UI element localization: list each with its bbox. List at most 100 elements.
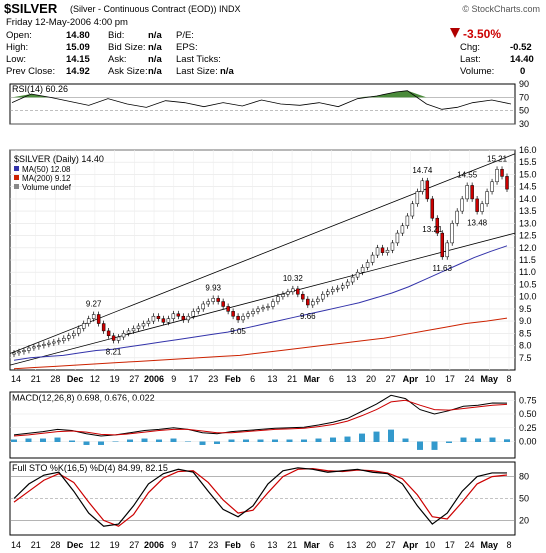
sto-x-tick-label: 13 [346, 540, 356, 550]
legend-swatch [14, 184, 19, 189]
price-tick-label: 14.0 [519, 194, 537, 204]
sto-tick-label: 80 [519, 472, 529, 482]
price-x-tick-label: 12 [90, 374, 100, 384]
sto-x-tick-label: 17 [188, 540, 198, 550]
macd-tick-label: 0.75 [519, 395, 537, 405]
sto-x-tick-label: 14 [11, 540, 21, 550]
price-tick-label: 11.0 [519, 267, 536, 277]
price-annotation: 8.21 [106, 347, 122, 356]
candle-body [186, 315, 191, 321]
sto-x-tick-label: 27 [129, 540, 139, 550]
macd-histogram-bar [315, 438, 322, 442]
candle-body [385, 249, 390, 253]
legend-swatch [14, 175, 19, 180]
candle-body [495, 169, 499, 183]
candle-body [311, 301, 315, 306]
ma50-line [13, 245, 508, 361]
candle-body [251, 311, 255, 315]
symbol-description: (Silver - Continuous Contract (EOD)) IND… [70, 4, 241, 14]
macd-histogram-bar [504, 439, 510, 442]
legend-entry: Volume undef [22, 183, 72, 192]
macd-histogram-bar [301, 439, 307, 442]
candle-body [67, 335, 71, 339]
candle-body [405, 215, 410, 227]
macd-histogram-bar [388, 429, 394, 442]
price-x-tick-label: Mar [304, 374, 321, 384]
rsi-tick-label: 70 [519, 92, 529, 102]
sto-x-tick-label: May [481, 540, 499, 550]
macd-histogram-bar [489, 437, 496, 442]
sto-x-tick-label: 21 [287, 540, 297, 550]
macd-histogram-bar [228, 439, 235, 442]
macd-histogram-bar [330, 437, 336, 442]
rsi-title: RSI(14) 60.26 [12, 84, 68, 94]
macd-histogram-bar [214, 441, 220, 444]
price-x-tick-label: 8 [506, 374, 511, 384]
candle-body [231, 311, 235, 317]
price-x-tick-label: 14 [11, 374, 21, 384]
macd-histogram-bar [199, 441, 206, 445]
sto-x-tick-label: 21 [31, 540, 41, 550]
price-x-tick-label: 27 [129, 374, 139, 384]
candle-body [410, 203, 415, 217]
candle-body [72, 333, 76, 337]
price-annotation: 13.21 [422, 225, 443, 234]
candle-body [166, 318, 171, 323]
bid-size-label: Bid Size: [108, 42, 146, 53]
candle-body [425, 180, 430, 200]
macd-signal-line [13, 399, 508, 437]
price-x-tick-label: 17 [445, 374, 455, 384]
candle-body [171, 313, 176, 319]
macd-histogram-bar [373, 431, 380, 442]
candle-body [121, 333, 126, 338]
sto-x-tick-label: 2006 [144, 540, 164, 550]
price-tick-label: 10.5 [519, 279, 537, 289]
candle-body [151, 315, 156, 322]
candle-body [355, 271, 360, 278]
price-x-tick-label: 9 [171, 374, 176, 384]
candle-body [465, 185, 469, 200]
high-label: High: [6, 42, 29, 53]
macd-histogram-bar [69, 440, 75, 442]
price-tick-label: 13.5 [519, 206, 537, 216]
candle-body [196, 308, 200, 312]
candle-body [32, 346, 36, 349]
sto-x-tick-label: 10 [425, 540, 435, 550]
price-x-tick-label: 28 [50, 374, 60, 384]
price-tick-label: 12.0 [519, 243, 537, 253]
candle-body [276, 296, 280, 302]
candle-body [246, 313, 250, 317]
ma200-line [13, 317, 508, 370]
ask-size-value: n/a [148, 66, 162, 77]
change-value: -0.52 [510, 42, 532, 53]
price-tick-label: 8.5 [519, 328, 532, 338]
candle-body [350, 276, 355, 283]
macd-histogram-bar [185, 441, 191, 442]
price-annotation: 14.74 [412, 166, 433, 175]
candle-body [42, 344, 46, 346]
macd-histogram-bar [40, 438, 46, 442]
candle-body [161, 318, 166, 323]
macd-histogram-bar [417, 441, 423, 450]
candle-body [17, 351, 21, 354]
candle-body [106, 330, 111, 337]
down-arrow-icon [450, 28, 460, 38]
candle-body [111, 335, 116, 341]
candle-body [131, 328, 136, 332]
sto-title: Full STO %K(16,5) %D(4) 84.99, 82.15 [12, 463, 168, 473]
legend-swatch [14, 166, 19, 171]
candle-body [47, 342, 51, 345]
candle-body [430, 198, 435, 219]
candle-body [435, 217, 440, 234]
price-tick-label: 11.5 [519, 255, 536, 265]
price-x-tick-label: 13 [346, 374, 356, 384]
price-tick-label: 16.0 [519, 145, 537, 155]
sto-x-tick-label: 17 [445, 540, 455, 550]
macd-line [13, 394, 508, 437]
candle-body [181, 315, 186, 321]
sto-k-line [13, 467, 508, 527]
candle-body [91, 314, 96, 319]
candle-body [325, 291, 330, 295]
price-tick-label: 9.5 [519, 304, 532, 314]
percent-change: -3.50% [463, 27, 502, 41]
